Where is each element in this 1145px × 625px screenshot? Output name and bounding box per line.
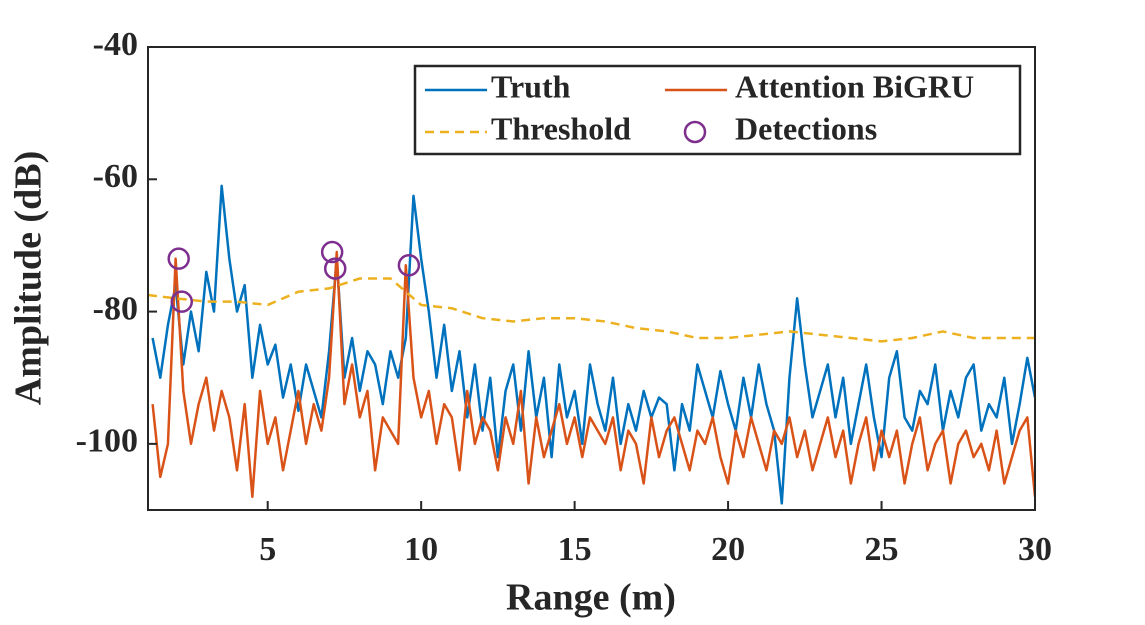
legend-label: Attention BiGRU	[735, 68, 974, 104]
x-tick-label: 30	[1018, 531, 1052, 568]
axes-box	[147, 46, 1036, 511]
x-tick-label: 20	[711, 531, 745, 568]
series-line	[148, 277, 1035, 343]
series-line	[151, 250, 1035, 499]
detection-marker	[170, 290, 194, 313]
x-tick-label: 10	[404, 531, 438, 568]
x-tick-label: 5	[259, 531, 276, 568]
legend-label: Truth	[491, 68, 571, 104]
x-axis-label: Range (m)	[506, 577, 676, 619]
legend: Truth Attention BiGRU Threshold Detections	[413, 64, 1022, 156]
legend-label: Detections	[735, 110, 877, 146]
legend-marker	[683, 120, 707, 144]
legend-label: Threshold	[491, 110, 631, 146]
y-tick-label: -100	[76, 423, 138, 460]
detection-marker	[323, 257, 347, 280]
legend-box	[413, 64, 1022, 156]
x-tick-label: 15	[558, 531, 592, 568]
detection-marker	[397, 254, 421, 277]
series-layer	[148, 184, 1035, 505]
detection-marker	[167, 247, 190, 270]
x-tick-label: 25	[865, 531, 899, 568]
y-axis-label: Amplitude (dB)	[8, 151, 50, 405]
y-tick-label: -60	[93, 158, 138, 195]
y-tick-label: -80	[93, 290, 138, 327]
detection-marker	[320, 240, 344, 264]
y-tick-label: -40	[93, 26, 138, 63]
